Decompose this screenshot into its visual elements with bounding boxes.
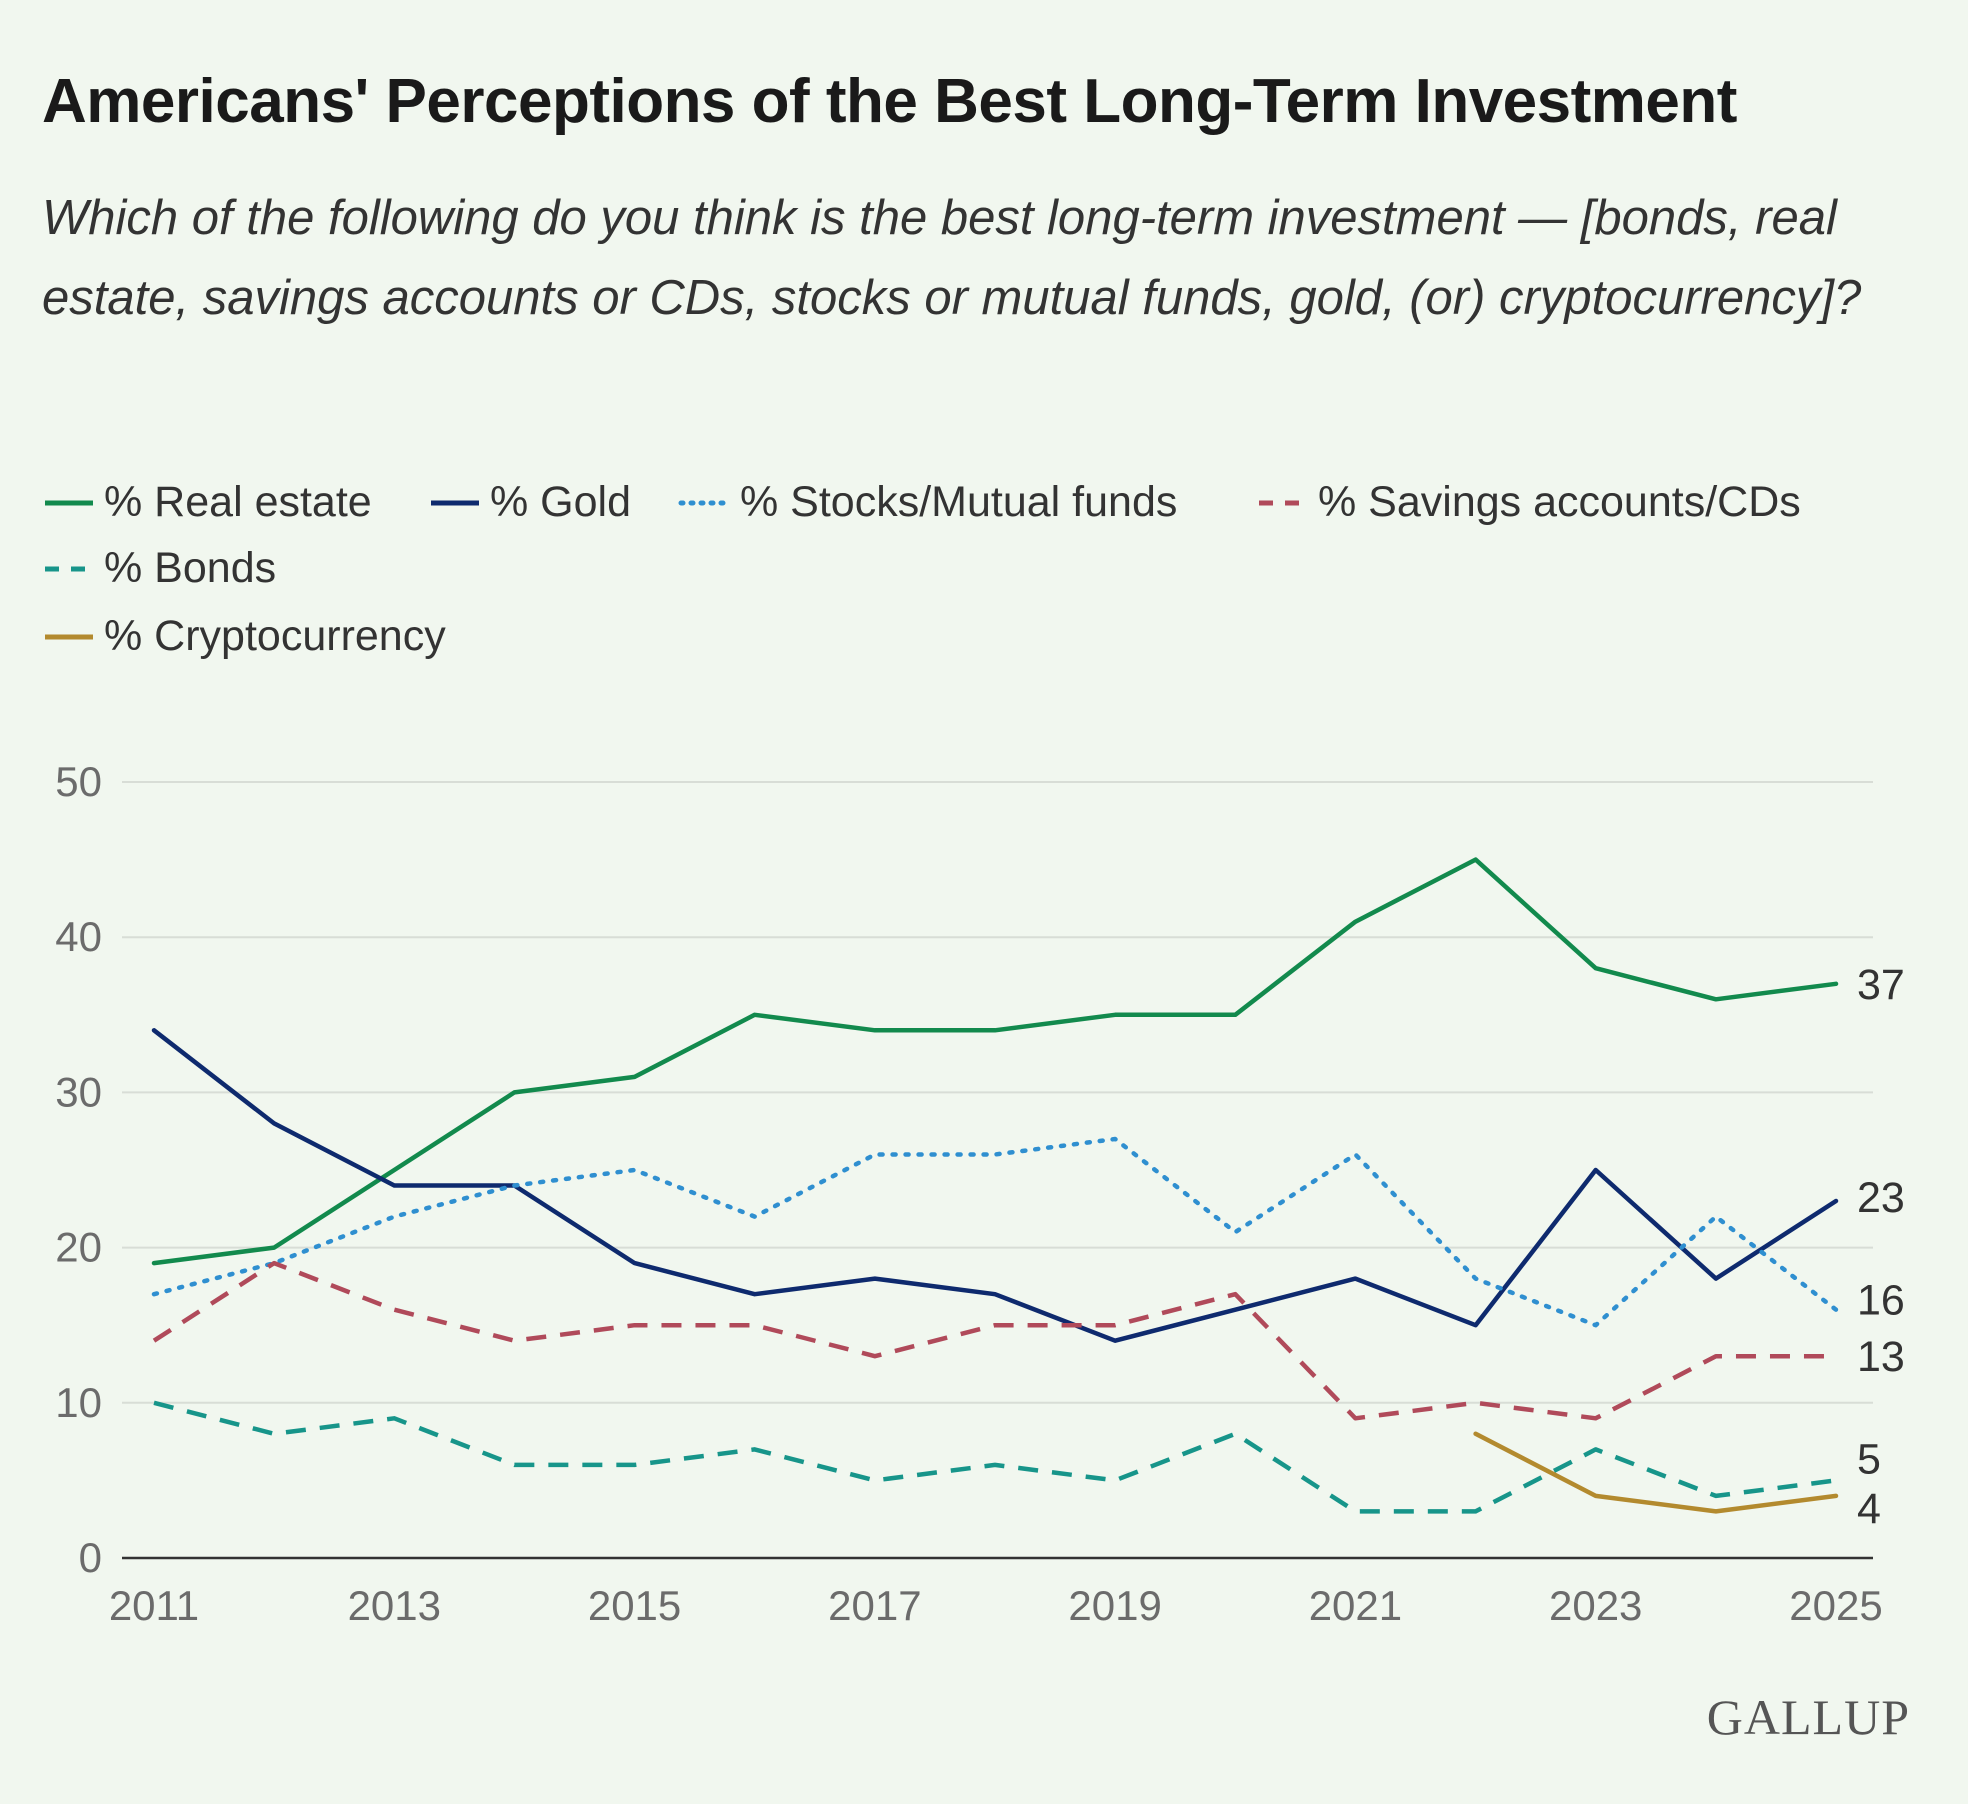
end-label: 5	[1857, 1435, 1881, 1483]
series-line-cryptocurrency	[1473, 1431, 1839, 1514]
legend-label: % Stocks/Mutual funds	[740, 478, 1178, 526]
end-label: 23	[1857, 1174, 1905, 1222]
y-tick-label: 10	[55, 1379, 102, 1426]
series-line-gold	[151, 1028, 1839, 1343]
legend-swatch	[1259, 500, 1307, 505]
series-line-bonds	[153, 1400, 1837, 1514]
legend-swatch	[45, 566, 93, 571]
legend-swatch	[431, 500, 479, 505]
legend-item: % Stocks/Mutual funds	[678, 478, 1177, 527]
end-label: 4	[1857, 1485, 1881, 1533]
legend-label: % Cryptocurrency	[104, 612, 446, 660]
x-tick-label: 2011	[109, 1582, 199, 1629]
series-line-savings-accounts-cds	[152, 1260, 1836, 1421]
series-line-real-estate	[151, 857, 1839, 1266]
y-tick-label: 20	[55, 1224, 102, 1271]
legend-label: % Gold	[490, 478, 632, 526]
legend-item: % Gold	[428, 478, 631, 527]
y-tick-label: 0	[79, 1534, 102, 1581]
legend-item: % Cryptocurrency	[42, 612, 446, 661]
legend-swatch	[45, 500, 93, 505]
legend-swatch	[45, 634, 93, 639]
end-label: 37	[1857, 961, 1905, 1009]
chart-subtitle: Which of the following do you think is t…	[42, 191, 1862, 325]
x-tick-label: 2023	[1549, 1582, 1642, 1629]
gallup-logo: GALLUP	[1706, 1689, 1910, 1745]
x-tick-label: 2019	[1068, 1582, 1161, 1629]
legend-label: % Savings accounts/CDs	[1318, 478, 1801, 526]
series-line-stocks-mutual-funds	[151, 1136, 1839, 1328]
y-tick-label: 50	[55, 758, 102, 805]
legend-label: % Real estate	[104, 478, 372, 526]
legend-item: % Real estate	[42, 478, 372, 527]
legend-swatch	[678, 500, 732, 505]
chart-title: Americans' Perceptions of the Best Long-…	[42, 67, 1737, 136]
x-tick-label: 2013	[348, 1582, 441, 1629]
x-tick-label: 2021	[1309, 1582, 1402, 1629]
y-tick-label: 30	[55, 1068, 102, 1115]
end-label: 16	[1857, 1277, 1905, 1325]
legend-item: % Savings accounts/CDs	[1256, 478, 1801, 527]
legend-label: % Bonds	[104, 544, 277, 592]
x-tick-label: 2017	[828, 1582, 921, 1629]
x-tick-label: 2025	[1789, 1582, 1882, 1629]
y-tick-label: 40	[55, 913, 102, 960]
x-tick-label: 2015	[588, 1582, 681, 1629]
legend-item: % Bonds	[42, 544, 276, 593]
end-label: 13	[1857, 1333, 1905, 1381]
